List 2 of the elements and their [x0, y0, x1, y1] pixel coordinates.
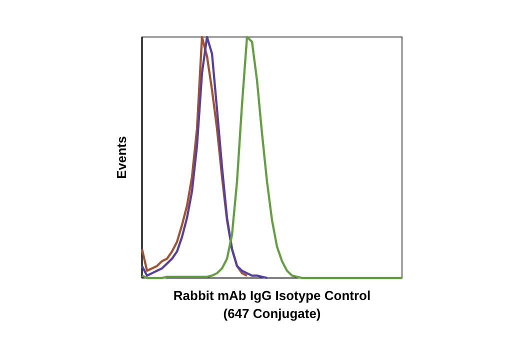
y-axis-title: Events — [114, 136, 129, 179]
x-axis-title: Rabbit mAb IgG Isotype Control (647 Conjugate) — [173, 288, 371, 321]
